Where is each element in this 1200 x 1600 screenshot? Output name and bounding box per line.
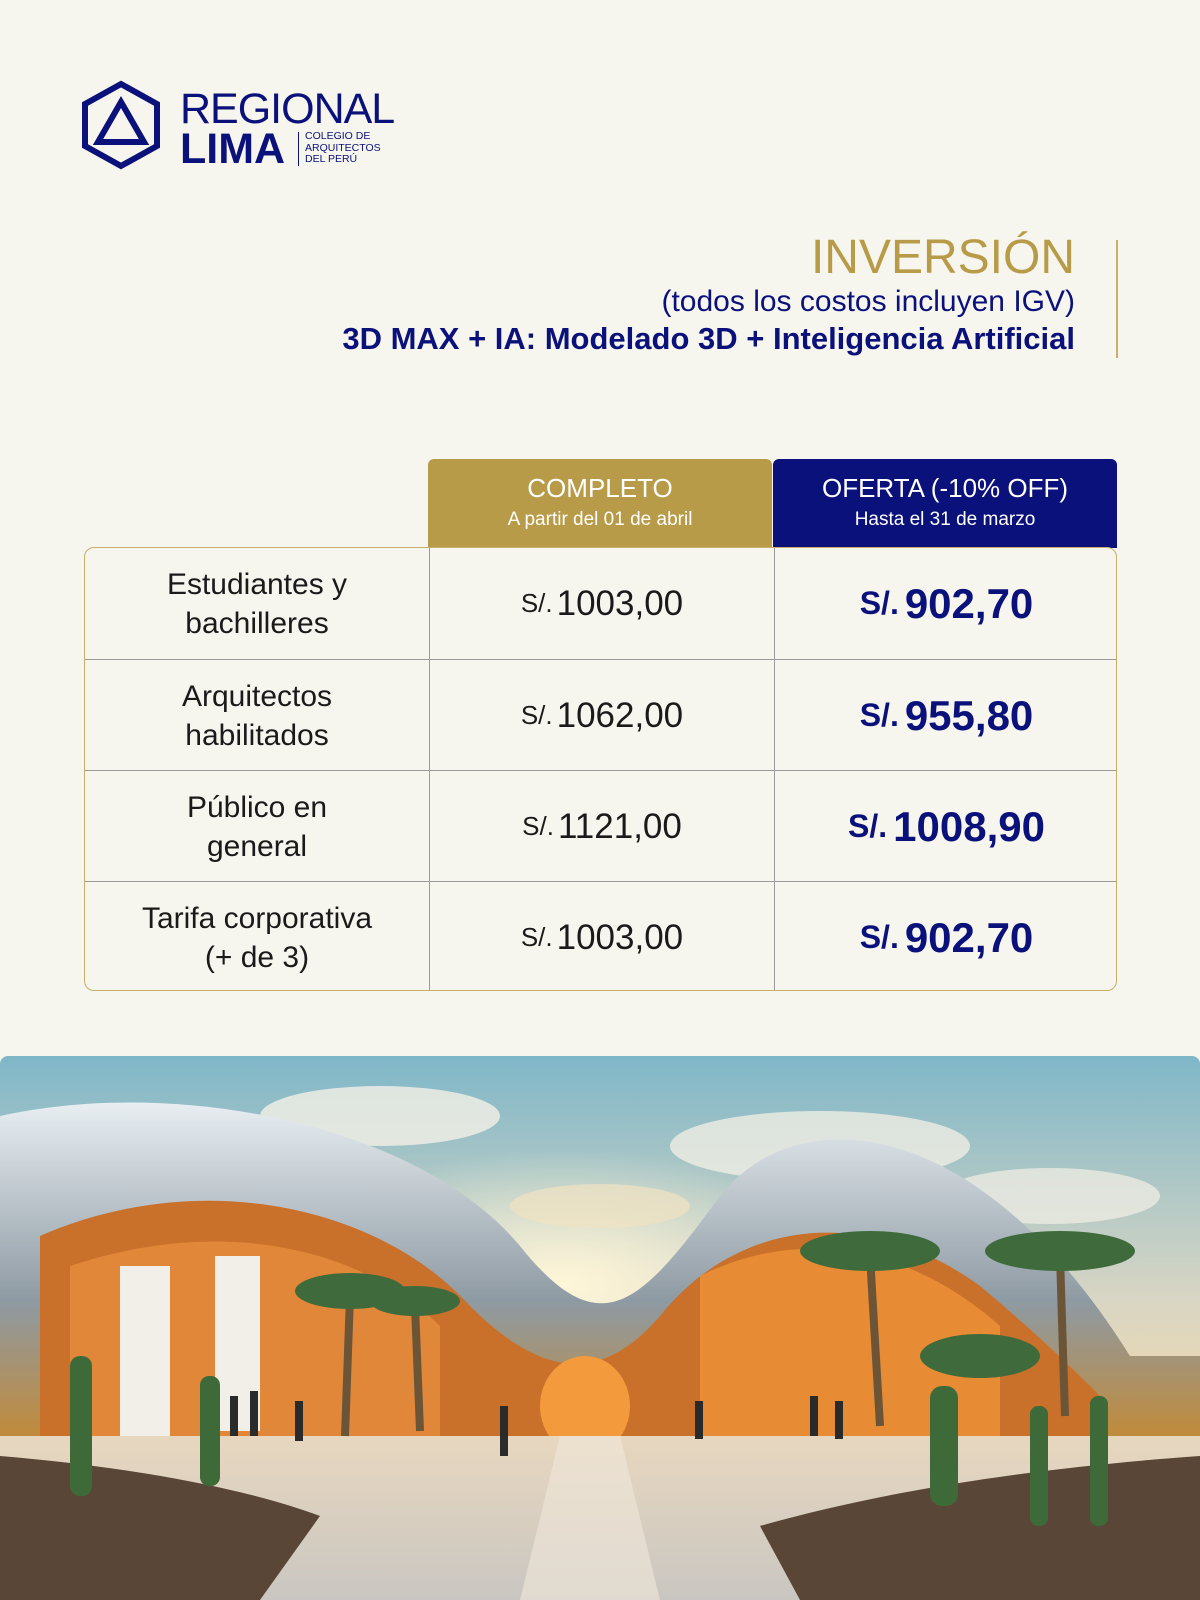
table-row: Tarifa corporativa (+ de 3) S/. 1003,00 S/… (85, 881, 1116, 990)
table-row: Público en general S/. 1121,00 S/. 1008,90 (85, 770, 1116, 882)
regional-lima-logo: REGIONAL LIMA COLEGIO DE ARQUITECTOS DEL… (80, 80, 420, 175)
pricing-grid: Estudiantes y bachilleres S/. 1003,00 S/. 9… (84, 547, 1117, 991)
architecture-render-image (0, 1056, 1200, 1600)
price-value: 1062,00 (556, 695, 684, 735)
price-full: S/. 1121,00 (429, 771, 774, 882)
currency-symbol: S/. (859, 585, 899, 621)
price-full: S/. 1003,00 (429, 548, 774, 659)
price-full: S/. 1003,00 (429, 882, 774, 990)
price-value: 1121,00 (557, 806, 682, 846)
price-value: 1003,00 (556, 583, 684, 623)
tax-note: (todos los costos incluyen IGV) (661, 285, 1075, 318)
header-accent-line (1116, 240, 1118, 358)
currency-symbol: S/. (520, 922, 553, 952)
column-subtitle: Hasta el 31 de marzo (854, 508, 1036, 530)
logo-subtitle-line: ARQUITECTOS (305, 141, 381, 154)
column-title: OFERTA (-10% OFF) (821, 473, 1069, 503)
logo-subtitle: COLEGIO DE ARQUITECTOS DEL PERÚ (305, 130, 381, 166)
architecture-illustration (0, 1056, 1200, 1600)
row-label: Público en general (85, 771, 429, 882)
course-name: 3D MAX + IA: Modelado 3D + Inteligencia … (342, 321, 1075, 356)
logo-subtitle-line: DEL PERÚ (305, 153, 358, 165)
row-label: Arquitectos habilitados (85, 660, 429, 771)
price-value: 1008,90 (893, 802, 1045, 850)
row-label-line: general (206, 829, 308, 863)
row-label-line: (+ de 3) (204, 940, 310, 974)
price-offer: S/. 1008,90 (774, 771, 1116, 882)
row-label-line: habilitados (185, 718, 329, 752)
page-title: INVERSIÓN (810, 231, 1075, 284)
hexagon-logo-icon (82, 80, 160, 170)
currency-symbol: S/. (520, 588, 553, 618)
row-label-line: bachilleres (185, 606, 329, 640)
investment-header: INVERSIÓN (todos los costos incluyen IGV… (342, 234, 1075, 359)
logo-line-1: REGIONAL (180, 85, 395, 133)
currency-symbol: S/. (859, 697, 899, 733)
row-label: Estudiantes y bachilleres (85, 548, 429, 659)
column-subtitle: A partir del 01 de abril (507, 508, 693, 530)
logo-subtitle-line: COLEGIO DE (305, 130, 371, 142)
table-row: Arquitectos habilitados S/. 1062,00 S/. 955… (85, 659, 1116, 771)
price-offer: S/. 902,70 (774, 548, 1116, 659)
currency-symbol: S/. (859, 919, 899, 955)
row-label-line: Público en (186, 790, 328, 824)
logo-line-2: LIMA (180, 125, 286, 173)
price-value: 902,70 (904, 579, 1034, 627)
price-value: 955,80 (904, 691, 1034, 739)
table-row: Estudiantes y bachilleres S/. 1003,00 S/. 9… (85, 548, 1116, 659)
row-label-line: Estudiantes y (166, 567, 348, 601)
price-value: 1003,00 (556, 917, 684, 957)
row-label: Tarifa corporativa (+ de 3) (85, 882, 429, 990)
column-header-oferta: OFERTA (-10% OFF) Hasta el 31 de marzo (773, 459, 1117, 548)
row-label-line: Arquitectos (181, 679, 333, 713)
price-full: S/. 1062,00 (429, 660, 774, 771)
logo-divider (298, 132, 299, 166)
currency-symbol: S/. (522, 811, 554, 841)
currency-symbol: S/. (520, 700, 553, 730)
row-label-line: Tarifa corporativa (141, 901, 373, 935)
column-title: COMPLETO (527, 473, 673, 503)
price-offer: S/. 902,70 (774, 882, 1116, 990)
currency-symbol: S/. (848, 808, 888, 844)
price-offer: S/. 955,80 (774, 660, 1116, 771)
column-header-completo: COMPLETO A partir del 01 de abril (428, 459, 772, 548)
price-value: 902,70 (904, 913, 1034, 961)
